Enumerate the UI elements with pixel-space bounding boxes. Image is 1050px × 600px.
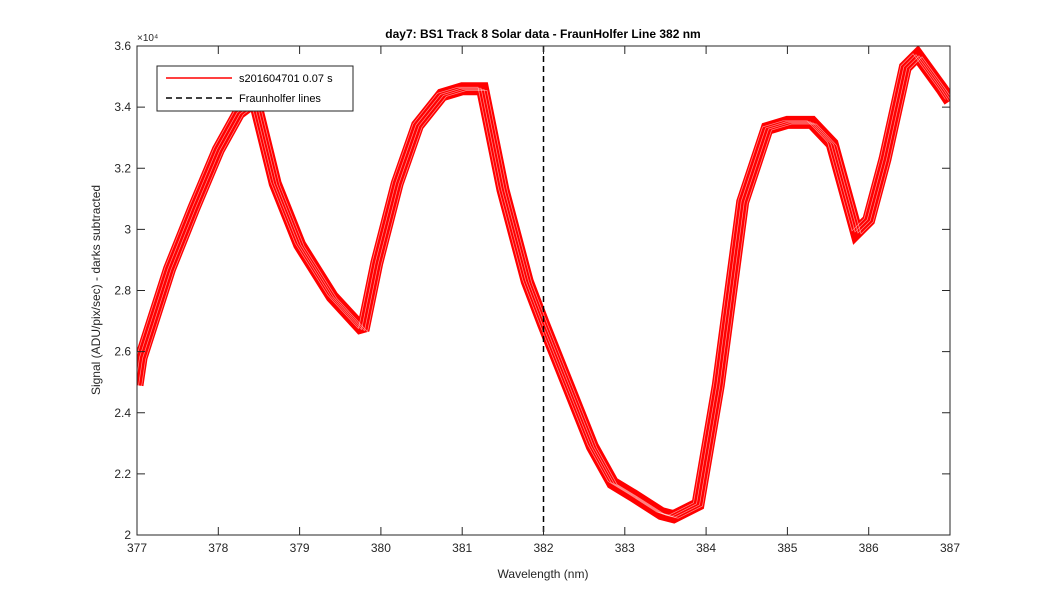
x-tick-label: 382 — [533, 541, 553, 555]
legend-box — [156, 65, 354, 112]
y-tick-label: 3.4 — [114, 100, 131, 114]
chart-title: day7: BS1 Track 8 Solar data - FraunHolf… — [385, 27, 700, 41]
x-tick-label: 383 — [615, 541, 635, 555]
y-tick-label: 2.4 — [114, 406, 131, 420]
y-tick-label: 2.8 — [114, 284, 131, 298]
legend: s201604701 0.07 s Fraunholfer lines — [156, 65, 354, 112]
legend-label-signal: s201604701 0.07 s — [239, 73, 333, 85]
series-trace-gap-0 — [137, 53, 946, 516]
y-tick-label: 3.6 — [114, 39, 131, 53]
y-tick-label: 2 — [124, 528, 131, 542]
series-trace-gap-3 — [141, 56, 950, 519]
x-tick-label: 380 — [371, 541, 391, 555]
x-axis-ticks: 377 378 379 380 381 382 383 384 385 386 387 — [127, 46, 960, 555]
y-axis-label: Signal (ADU/pix/sec) - darks subtracted — [89, 185, 103, 395]
series-band-0 — [137, 46, 950, 524]
y-tick-label: 3 — [124, 222, 131, 236]
y-tick-label: 2.2 — [114, 467, 131, 481]
series-trace-gap-2 — [138, 55, 950, 518]
x-tick-label: 377 — [127, 541, 147, 555]
y-axis-ticks: 2 2.2 2.4 2.6 2.8 3 3.2 3.4 3.6 — [114, 39, 950, 542]
x-tick-label: 387 — [940, 541, 960, 555]
x-tick-label: 378 — [208, 541, 228, 555]
y-tick-label: 2.6 — [114, 345, 131, 359]
x-tick-label: 381 — [452, 541, 472, 555]
x-tick-label: 385 — [777, 541, 797, 555]
series-trace-gap-1 — [137, 54, 949, 517]
x-axis-label: Wavelength (nm) — [498, 567, 589, 581]
x-tick-label: 386 — [859, 541, 879, 555]
x-tick-label: 384 — [696, 541, 716, 555]
y-tick-label: 3.2 — [114, 161, 131, 175]
y-axis-exponent: ×10⁴ — [137, 33, 158, 44]
legend-label-fraunhofer: Fraunholfer lines — [239, 93, 321, 105]
series-layer — [137, 46, 950, 524]
x-tick-label: 379 — [290, 541, 310, 555]
